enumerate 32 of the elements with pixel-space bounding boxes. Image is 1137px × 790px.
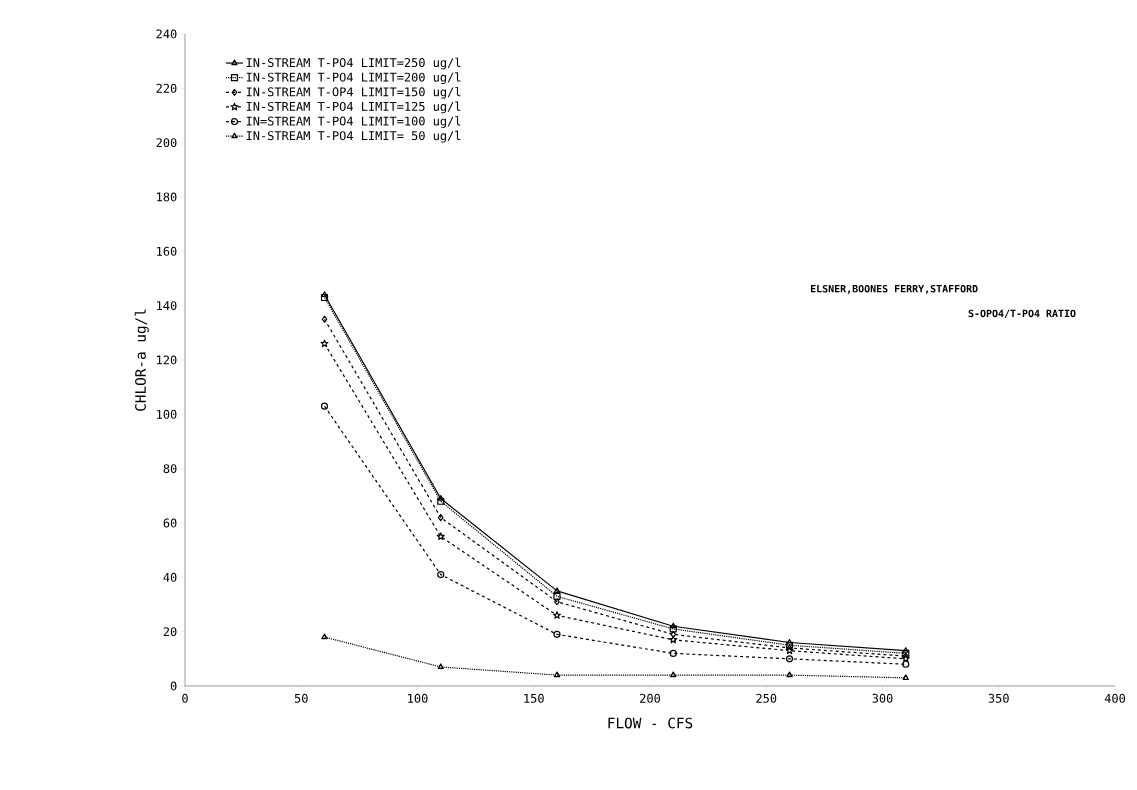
x-tick-label: 400 xyxy=(1104,693,1126,703)
legend-label: IN-STREAM T-PO4 LIMIT=250 ug/l xyxy=(246,57,461,70)
y-tick-label: 140 xyxy=(157,301,177,311)
y-tick-label: 80 xyxy=(163,464,177,474)
x-tick-label: 200 xyxy=(640,693,661,703)
y-tick-label: 100 xyxy=(157,409,177,419)
y-tick-label: 160 xyxy=(157,246,177,256)
x-tick-label: 100 xyxy=(408,693,428,703)
legend-label: IN-STREAM T-OP4 LIMIT=150 ug/l xyxy=(246,86,461,99)
y-tick-label: 60 xyxy=(163,518,177,528)
legend-label: IN-STREAM T-PO4 LIMIT=200 ug/l xyxy=(246,72,461,85)
legend-label: IN=STREAM T-PO4 LIMIT=100 ug/l xyxy=(246,116,461,128)
x-tick-label: 150 xyxy=(524,693,544,703)
y-axis-title: CHLOR-a ug/l xyxy=(134,309,149,411)
x-tick-label: 250 xyxy=(756,693,777,703)
y-tick-label: 240 xyxy=(156,29,177,39)
legend-label: IN-STREAM T-PO4 LIMIT=125 ug/l xyxy=(246,101,461,114)
x-tick-label: 350 xyxy=(988,693,1009,703)
y-tick-label: 180 xyxy=(157,192,177,202)
x-tick-label: 50 xyxy=(294,693,308,703)
y-tick-label: 40 xyxy=(163,572,177,582)
y-tick-label: 20 xyxy=(163,627,177,637)
x-axis-title: FLOW - CFS xyxy=(608,717,693,729)
annotation: S-OPO4/T-PO4 RATIO xyxy=(968,309,1076,318)
y-tick-label: 220 xyxy=(156,83,177,93)
x-tick-label: 0 xyxy=(182,693,188,703)
y-tick-label: 120 xyxy=(157,355,177,365)
y-tick-label: 0 xyxy=(170,681,177,691)
annotation: ELSNER,BOONES FERRY,STAFFORD xyxy=(810,284,978,294)
x-tick-label: 300 xyxy=(872,693,893,703)
y-tick-label: 200 xyxy=(156,138,177,148)
legend-label: IN-STREAM T-PO4 LIMIT= 50 ug/l xyxy=(246,130,461,143)
